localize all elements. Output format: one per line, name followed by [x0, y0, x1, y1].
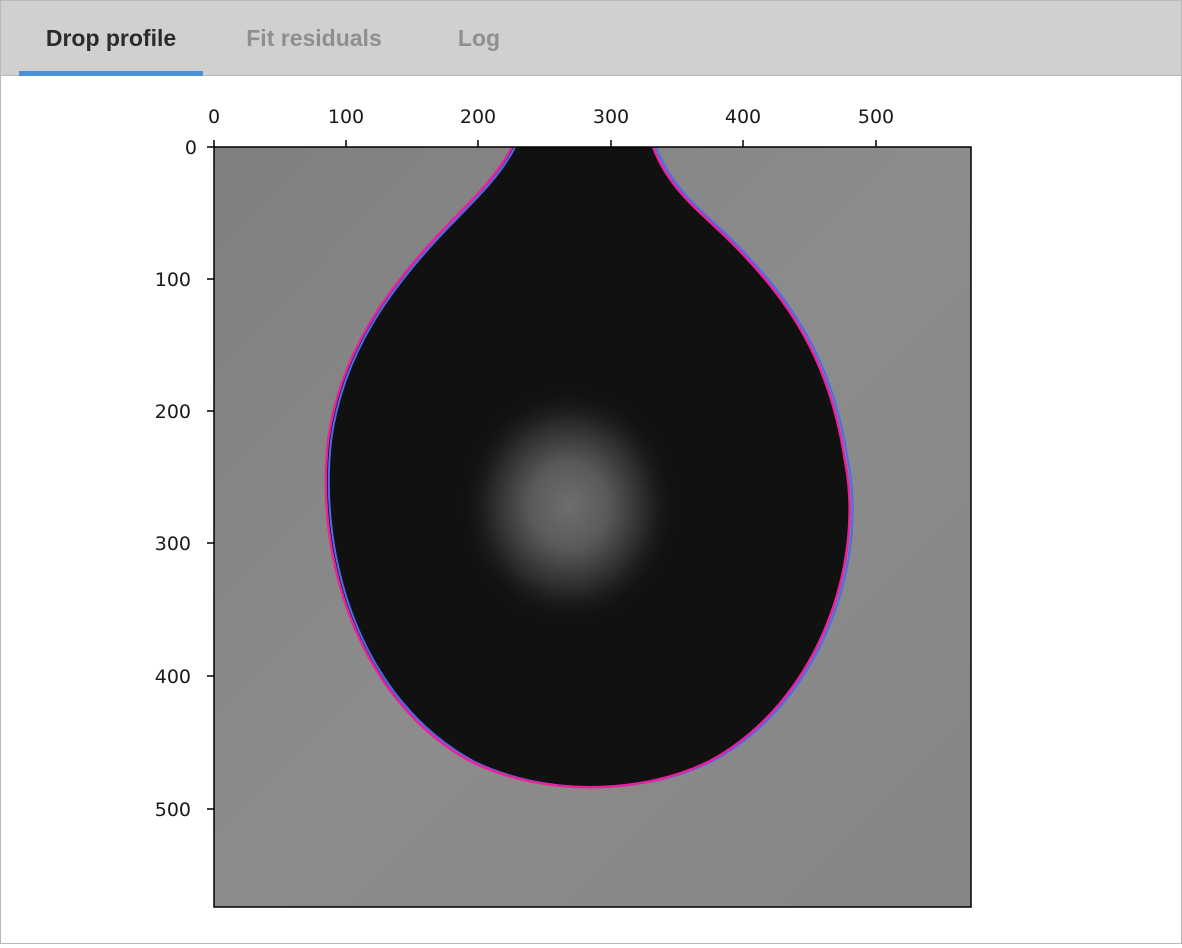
x-tick-label: 200	[460, 106, 496, 128]
x-tick-label: 100	[328, 106, 364, 128]
y-tick-label: 100	[155, 269, 191, 291]
active-tab-indicator	[19, 71, 203, 76]
plot-canvas: 0 100 200 300 400 500 0 100 200 300 400 …	[155, 106, 972, 908]
x-tick-label: 500	[858, 106, 894, 128]
drop-reflection	[459, 386, 679, 626]
x-tick-label: 400	[725, 106, 761, 128]
tab-log[interactable]: Log	[429, 1, 529, 75]
y-tick-label: 500	[155, 799, 191, 821]
tab-fit-residuals-label: Fit residuals	[246, 24, 382, 51]
tab-fit-residuals[interactable]: Fit residuals	[223, 1, 405, 75]
x-axis: 0 100 200 300 400 500	[208, 106, 894, 147]
y-tick-label: 200	[155, 401, 191, 423]
y-axis: 0 100 200 300 400 500	[155, 137, 214, 821]
tab-drop-profile[interactable]: Drop profile	[19, 1, 203, 76]
tab-bar: Drop profile Fit residuals Log	[1, 1, 1181, 76]
x-tick-label: 0	[208, 106, 220, 128]
tab-log-label: Log	[457, 24, 501, 51]
y-tick-label: 400	[155, 666, 191, 688]
fit-curve	[324, 147, 851, 789]
tab-drop-profile-label: Drop profile	[45, 24, 177, 51]
drop-image	[214, 147, 971, 907]
drop-profile-plot: 0 100 200 300 400 500 0 100 200 300 400 …	[1, 77, 1181, 948]
y-tick-label: 0	[185, 137, 197, 159]
x-tick-label: 300	[593, 106, 629, 128]
plot-frame	[213, 146, 972, 908]
y-tick-label: 300	[155, 533, 191, 555]
